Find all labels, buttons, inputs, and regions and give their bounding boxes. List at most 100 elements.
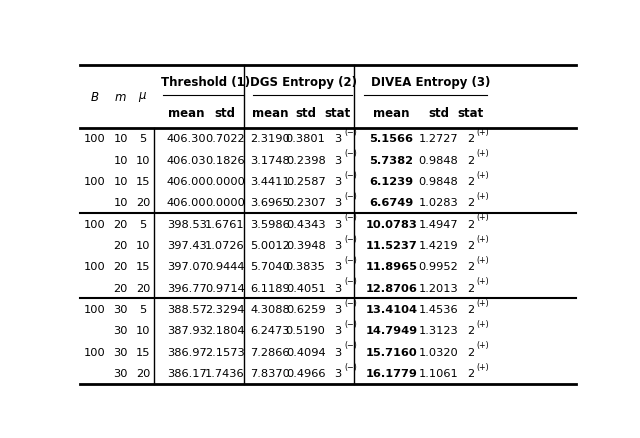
Text: 386.17: 386.17 — [167, 368, 207, 378]
Text: 20: 20 — [136, 283, 150, 293]
Text: 0.9848: 0.9848 — [419, 177, 458, 187]
Text: 100: 100 — [84, 262, 106, 272]
Text: 13.4104: 13.4104 — [365, 304, 417, 314]
Text: 0.0000: 0.0000 — [205, 198, 244, 208]
Text: 3: 3 — [334, 368, 342, 378]
Text: 100: 100 — [84, 219, 106, 229]
Text: 2.3294: 2.3294 — [205, 304, 244, 314]
Text: 1.4536: 1.4536 — [419, 304, 458, 314]
Text: (−): (−) — [344, 234, 356, 243]
Text: 0.2307: 0.2307 — [286, 198, 326, 208]
Text: 15.7160: 15.7160 — [365, 347, 417, 357]
Text: 2: 2 — [467, 368, 474, 378]
Text: 7.8370: 7.8370 — [250, 368, 290, 378]
Text: 3: 3 — [334, 325, 342, 336]
Text: mean: mean — [168, 107, 205, 120]
Text: 3: 3 — [334, 155, 342, 166]
Text: 0.3801: 0.3801 — [285, 134, 326, 144]
Text: 2: 2 — [467, 177, 474, 187]
Text: DGS Entropy (2): DGS Entropy (2) — [250, 76, 358, 88]
Text: 10: 10 — [113, 198, 128, 208]
Text: 1.2727: 1.2727 — [419, 134, 458, 144]
Text: 5.1566: 5.1566 — [369, 134, 413, 144]
Text: 3: 3 — [334, 134, 342, 144]
Text: std: std — [428, 107, 449, 120]
Text: 10: 10 — [113, 155, 128, 166]
Text: 16.1779: 16.1779 — [365, 368, 417, 378]
Text: 406.00: 406.00 — [167, 177, 207, 187]
Text: 6.6749: 6.6749 — [369, 198, 413, 208]
Text: 20: 20 — [113, 262, 128, 272]
Text: 3.5986: 3.5986 — [250, 219, 290, 229]
Text: 6.1239: 6.1239 — [369, 177, 413, 187]
Text: 406.30: 406.30 — [167, 134, 207, 144]
Text: 3: 3 — [334, 177, 342, 187]
Text: 1.7436: 1.7436 — [205, 368, 244, 378]
Text: 0.9714: 0.9714 — [205, 283, 244, 293]
Text: (−): (−) — [344, 192, 356, 201]
Text: 10: 10 — [136, 325, 150, 336]
Text: 30: 30 — [113, 325, 128, 336]
Text: 6.1189: 6.1189 — [250, 283, 290, 293]
Text: (+): (+) — [477, 170, 490, 180]
Text: 30: 30 — [113, 304, 128, 314]
Text: (−): (−) — [344, 319, 356, 328]
Text: 0.6259: 0.6259 — [286, 304, 326, 314]
Text: 2.1573: 2.1573 — [205, 347, 244, 357]
Text: 100: 100 — [84, 347, 106, 357]
Text: 1.0320: 1.0320 — [419, 347, 458, 357]
Text: 11.8965: 11.8965 — [365, 262, 417, 272]
Text: 397.43: 397.43 — [167, 240, 207, 251]
Text: std: std — [214, 107, 236, 120]
Text: 387.93: 387.93 — [166, 325, 207, 336]
Text: 1.3123: 1.3123 — [419, 325, 458, 336]
Text: 20: 20 — [113, 283, 128, 293]
Text: 0.3948: 0.3948 — [286, 240, 326, 251]
Text: (+): (+) — [477, 341, 490, 350]
Text: 5.7382: 5.7382 — [369, 155, 413, 166]
Text: (+): (+) — [477, 128, 490, 137]
Text: mean: mean — [373, 107, 410, 120]
Text: 0.4343: 0.4343 — [286, 219, 326, 229]
Text: 0.4094: 0.4094 — [286, 347, 326, 357]
Text: 6.2473: 6.2473 — [250, 325, 290, 336]
Text: 11.5237: 11.5237 — [365, 240, 417, 251]
Text: 0.2398: 0.2398 — [286, 155, 326, 166]
Text: 2: 2 — [467, 219, 474, 229]
Text: 3: 3 — [334, 283, 342, 293]
Text: 20: 20 — [113, 219, 128, 229]
Text: stat: stat — [324, 107, 351, 120]
Text: 1.4219: 1.4219 — [419, 240, 458, 251]
Text: 0.0000: 0.0000 — [205, 177, 244, 187]
Text: 406.03: 406.03 — [167, 155, 207, 166]
Text: $B$: $B$ — [90, 91, 100, 104]
Text: (−): (−) — [344, 277, 356, 286]
Text: 2: 2 — [467, 304, 474, 314]
Text: 386.97: 386.97 — [167, 347, 207, 357]
Text: 10: 10 — [136, 240, 150, 251]
Text: 2: 2 — [467, 325, 474, 336]
Text: 406.00: 406.00 — [167, 198, 207, 208]
Text: 0.9848: 0.9848 — [419, 155, 458, 166]
Text: 2: 2 — [467, 134, 474, 144]
Text: (+): (+) — [477, 234, 490, 243]
Text: 3: 3 — [334, 240, 342, 251]
Text: 0.9444: 0.9444 — [205, 262, 244, 272]
Text: 398.53: 398.53 — [166, 219, 207, 229]
Text: DIVEA Entropy (3): DIVEA Entropy (3) — [371, 76, 491, 88]
Text: $m$: $m$ — [115, 91, 127, 104]
Text: 10.0783: 10.0783 — [365, 219, 417, 229]
Text: 397.07: 397.07 — [166, 262, 207, 272]
Text: 0.3835: 0.3835 — [285, 262, 326, 272]
Text: (+): (+) — [477, 149, 490, 158]
Text: 15: 15 — [136, 177, 150, 187]
Text: (+): (+) — [477, 319, 490, 328]
Text: 1.4947: 1.4947 — [419, 219, 458, 229]
Text: (+): (+) — [477, 213, 490, 222]
Text: 2: 2 — [467, 155, 474, 166]
Text: 20: 20 — [113, 240, 128, 251]
Text: 7.2866: 7.2866 — [250, 347, 290, 357]
Text: 1.2013: 1.2013 — [419, 283, 458, 293]
Text: 1.0283: 1.0283 — [419, 198, 458, 208]
Text: 0.1826: 0.1826 — [205, 155, 244, 166]
